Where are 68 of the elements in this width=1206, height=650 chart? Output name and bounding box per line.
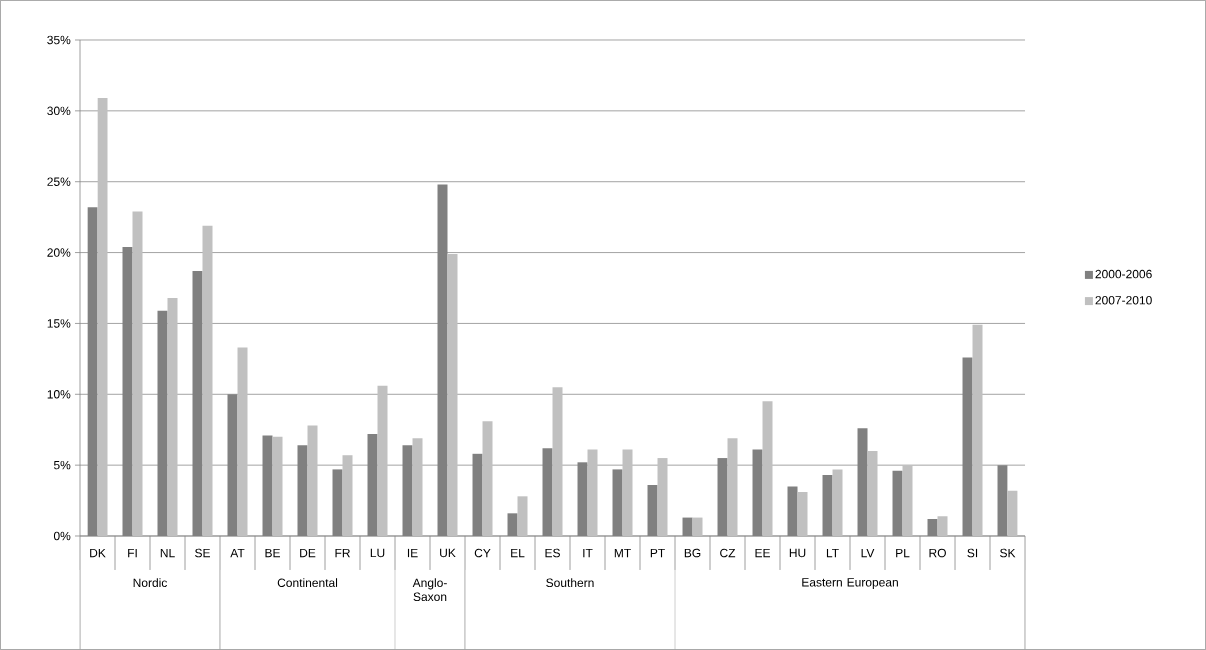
y-tick-label: 10%	[47, 390, 71, 399]
x-tick-label: FR	[335, 548, 350, 558]
x-tick-label: LU	[370, 548, 385, 558]
x-tick-label: LT	[826, 548, 839, 558]
bar	[622, 449, 633, 536]
bar	[412, 438, 423, 536]
x-tick-label: UK	[440, 548, 456, 558]
bar	[132, 211, 143, 536]
x-tick-label: PL	[896, 548, 910, 558]
bar	[482, 421, 493, 536]
y-tick-label: 30%	[47, 106, 71, 116]
bar	[167, 297, 178, 536]
legend-label: 2007-2010	[1095, 296, 1152, 305]
bar	[937, 516, 948, 536]
text: Nordic	[133, 578, 168, 587]
x-tick-label: CZ	[720, 548, 736, 558]
y-tick-label: 5%	[53, 460, 71, 470]
bar	[342, 455, 353, 536]
x-tick-label: LV	[861, 548, 875, 558]
x-tick-label: DE	[300, 548, 316, 558]
x-tick-label: AT	[230, 548, 245, 558]
text: Eastern European	[802, 578, 898, 589]
bar	[202, 225, 213, 536]
x-tick-label: CY	[474, 548, 491, 558]
bar	[867, 450, 878, 536]
legend-label: 2000-2006	[1095, 269, 1152, 279]
x-tick-label: BG	[684, 548, 701, 558]
bar	[692, 517, 703, 536]
bar	[272, 436, 283, 536]
y-tick-label: 25%	[47, 177, 71, 186]
bar	[377, 385, 388, 536]
x-tick-label: BE	[265, 548, 280, 558]
text: Continental	[277, 578, 338, 587]
x-tick-label: PT	[650, 548, 665, 558]
x-tick-label: NL	[160, 548, 175, 558]
x-tick-label: FI	[128, 548, 137, 558]
x-tick-label: DK	[90, 548, 106, 558]
bar	[902, 465, 913, 536]
x-tick-label: ES	[545, 548, 560, 558]
bar	[972, 324, 983, 536]
x-tick-label: EL	[511, 548, 525, 558]
bar	[307, 425, 318, 536]
x-tick-label: IT	[583, 548, 593, 558]
x-tick-label: SE	[195, 548, 210, 558]
bar	[762, 401, 773, 536]
text: Southern	[546, 578, 594, 587]
x-tick-label: RO	[929, 548, 946, 558]
x-tick-label: MT	[614, 548, 631, 558]
y-tick-label: 15%	[47, 319, 71, 328]
y-tick-label: 35%	[47, 35, 71, 45]
x-tick-label: HU	[789, 548, 806, 558]
bar	[797, 492, 808, 536]
bar	[552, 387, 563, 536]
x-tick-label: SK	[1000, 548, 1016, 558]
bar	[832, 469, 843, 536]
bar	[447, 253, 458, 536]
bar	[727, 438, 738, 536]
y-tick-label: 0%	[53, 531, 71, 541]
bar	[587, 449, 598, 536]
bar	[97, 98, 108, 536]
y-tick-label: 20%	[47, 248, 71, 257]
x-tick-label: EE	[755, 548, 770, 558]
x-tick-label: SI	[967, 548, 978, 558]
bar	[657, 458, 668, 536]
x-tick-label: IE	[407, 548, 418, 558]
bar	[517, 496, 528, 536]
text: Anglo-Saxon	[412, 578, 447, 601]
bar	[237, 347, 248, 536]
